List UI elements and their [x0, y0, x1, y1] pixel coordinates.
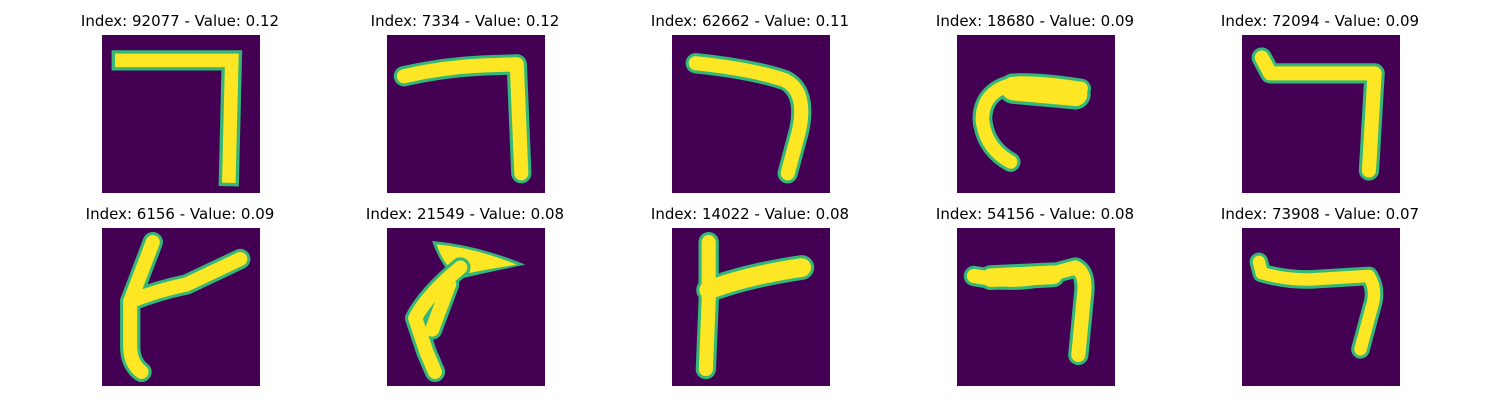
panel-title: Index: 18680 - Value: 0.09 [935, 12, 1135, 30]
image-panel-3: Index: 62662 - Value: 0.11 [640, 13, 860, 195]
digit-image [672, 228, 830, 386]
image-panel-2: Index: 7334 - Value: 0.12 [355, 13, 575, 195]
digit-image [1242, 228, 1400, 386]
digit-image [102, 228, 260, 386]
panel-title: Index: 62662 - Value: 0.11 [650, 12, 850, 30]
image-panel-8: Index: 14022 - Value: 0.08 [640, 206, 860, 388]
digit-image [102, 35, 260, 193]
digit-image [957, 35, 1115, 193]
image-panel-7: Index: 21549 - Value: 0.08 [355, 206, 575, 388]
image-panel-9: Index: 54156 - Value: 0.08 [925, 206, 1145, 388]
panel-title: Index: 72094 - Value: 0.09 [1220, 12, 1420, 30]
image-panel-6: Index: 6156 - Value: 0.09 [70, 206, 290, 388]
panel-title: Index: 6156 - Value: 0.09 [85, 205, 275, 223]
image-background [672, 228, 830, 386]
image-panel-1: Index: 92077 - Value: 0.12 [70, 13, 290, 195]
digit-image [387, 35, 545, 193]
panel-title: Index: 54156 - Value: 0.08 [935, 205, 1135, 223]
image-panel-4: Index: 18680 - Value: 0.09 [925, 13, 1145, 195]
image-panel-10: Index: 73908 - Value: 0.07 [1210, 206, 1430, 388]
panel-title: Index: 7334 - Value: 0.12 [370, 12, 560, 30]
digit-image [387, 228, 545, 386]
digit-image [957, 228, 1115, 386]
panel-title: Index: 73908 - Value: 0.07 [1220, 205, 1420, 223]
panel-title: Index: 14022 - Value: 0.08 [650, 205, 850, 223]
digit-image [672, 35, 830, 193]
panel-title: Index: 92077 - Value: 0.12 [80, 12, 280, 30]
image-panel-5: Index: 72094 - Value: 0.09 [1210, 13, 1430, 195]
digit-image [1242, 35, 1400, 193]
panel-title: Index: 21549 - Value: 0.08 [365, 205, 565, 223]
